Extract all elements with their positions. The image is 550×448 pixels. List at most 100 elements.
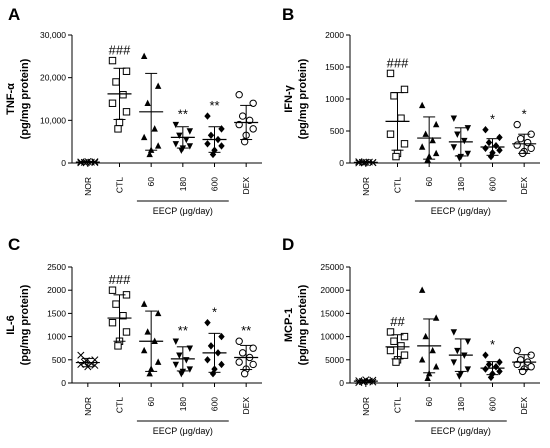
data-point	[461, 137, 468, 145]
data-point	[450, 144, 458, 151]
data-point	[386, 130, 395, 138]
data-point	[122, 67, 131, 75]
series-nor	[353, 158, 378, 167]
data-point	[108, 318, 117, 327]
data-point	[172, 361, 180, 369]
x-tick-label: 600	[210, 397, 220, 411]
series-dex: *	[512, 107, 537, 158]
data-point	[207, 131, 215, 139]
y-tick-label: 0	[339, 158, 344, 168]
data-point	[154, 142, 162, 149]
data-point	[400, 140, 409, 148]
y-axis-label: TNF-α	[5, 83, 17, 115]
x-tick-label: DEX	[519, 177, 529, 195]
data-point	[144, 99, 151, 106]
data-point	[390, 92, 398, 100]
data-point	[390, 337, 398, 345]
data-point	[240, 370, 249, 378]
group-label: EECP (μg/day)	[153, 206, 213, 216]
series-180	[448, 329, 473, 380]
significance-label: **	[178, 107, 188, 122]
data-point	[400, 351, 409, 359]
series-180: **	[170, 107, 195, 154]
data-point	[527, 363, 535, 371]
data-point	[249, 125, 257, 133]
data-point	[204, 356, 211, 364]
data-point	[429, 346, 436, 354]
data-point	[400, 85, 409, 94]
x-tick-label: NOR	[83, 397, 93, 416]
y-tick-label: 10000	[320, 332, 344, 342]
series-ctl: ###	[107, 43, 132, 133]
data-point	[154, 309, 162, 317]
x-tick-label: CTL	[393, 177, 403, 193]
x-tick-label: NOR	[361, 397, 371, 416]
y-axis-label: (pg/mg protein)	[19, 284, 31, 365]
data-point	[496, 146, 503, 154]
series-600: *	[480, 112, 505, 161]
panel-label: D	[282, 235, 294, 254]
data-point	[432, 149, 440, 157]
data-point	[146, 150, 153, 158]
data-point	[77, 351, 85, 359]
y-axis-label: (pg/mg protein)	[19, 58, 31, 139]
y-tick-label: 0	[61, 378, 66, 388]
series-nor	[75, 351, 100, 371]
x-tick-label: NOR	[83, 177, 93, 196]
data-point	[146, 370, 153, 377]
significance-label: *	[490, 112, 495, 127]
data-point	[513, 360, 521, 369]
x-tick-label: DEX	[241, 397, 251, 415]
series-60	[417, 286, 442, 382]
data-point	[482, 351, 489, 359]
data-point	[418, 286, 426, 293]
series-dex	[234, 91, 259, 146]
y-axis-label: (pg/mg protein)	[297, 284, 309, 365]
data-point	[209, 150, 217, 159]
data-point	[186, 366, 194, 373]
data-point	[140, 133, 148, 141]
x-tick-label: NOR	[361, 177, 371, 196]
data-point	[249, 344, 257, 352]
data-point	[392, 358, 400, 366]
data-point	[392, 152, 400, 161]
data-point	[418, 143, 426, 150]
data-point	[422, 130, 429, 137]
x-tick-label: 60	[146, 397, 156, 407]
data-point	[108, 56, 117, 65]
data-point	[492, 142, 500, 150]
data-point	[496, 367, 503, 376]
data-point	[450, 329, 458, 336]
chart-panel-c: C IL-6 (pg/mg protein) 0 500 1000 1500 2000 2500…	[5, 235, 262, 436]
y-tick-label: 1000	[47, 332, 66, 342]
series-180: **	[170, 323, 195, 378]
data-point	[513, 120, 521, 129]
series-180	[448, 115, 473, 162]
data-point	[151, 125, 158, 132]
series-nor	[353, 376, 378, 387]
data-point	[485, 138, 493, 147]
data-point	[140, 346, 148, 354]
data-point	[429, 136, 436, 144]
data-point	[176, 132, 183, 139]
y-tick-label: 30,000	[40, 30, 66, 40]
y-tick-label: 2000	[47, 285, 66, 295]
data-point	[172, 338, 180, 345]
data-point	[154, 82, 162, 89]
y-tick-label: 5000	[325, 355, 344, 365]
chart-panel-a: A TNF-α (pg/mg protein) 0 10,000 20,000 30,000…	[5, 5, 262, 216]
data-point	[516, 134, 525, 143]
series-ctl: ###	[107, 272, 132, 350]
data-point	[249, 360, 257, 369]
group-label: EECP (μg/day)	[431, 206, 491, 216]
data-point	[172, 141, 180, 148]
y-axis-label: MCP-1	[283, 308, 295, 342]
data-point	[144, 328, 151, 335]
significance-label: *	[490, 337, 495, 352]
x-tick-label: CTL	[115, 177, 125, 193]
data-point	[235, 337, 243, 345]
x-tick-label: CTL	[393, 397, 403, 413]
data-point	[400, 332, 409, 341]
data-point	[454, 131, 461, 138]
